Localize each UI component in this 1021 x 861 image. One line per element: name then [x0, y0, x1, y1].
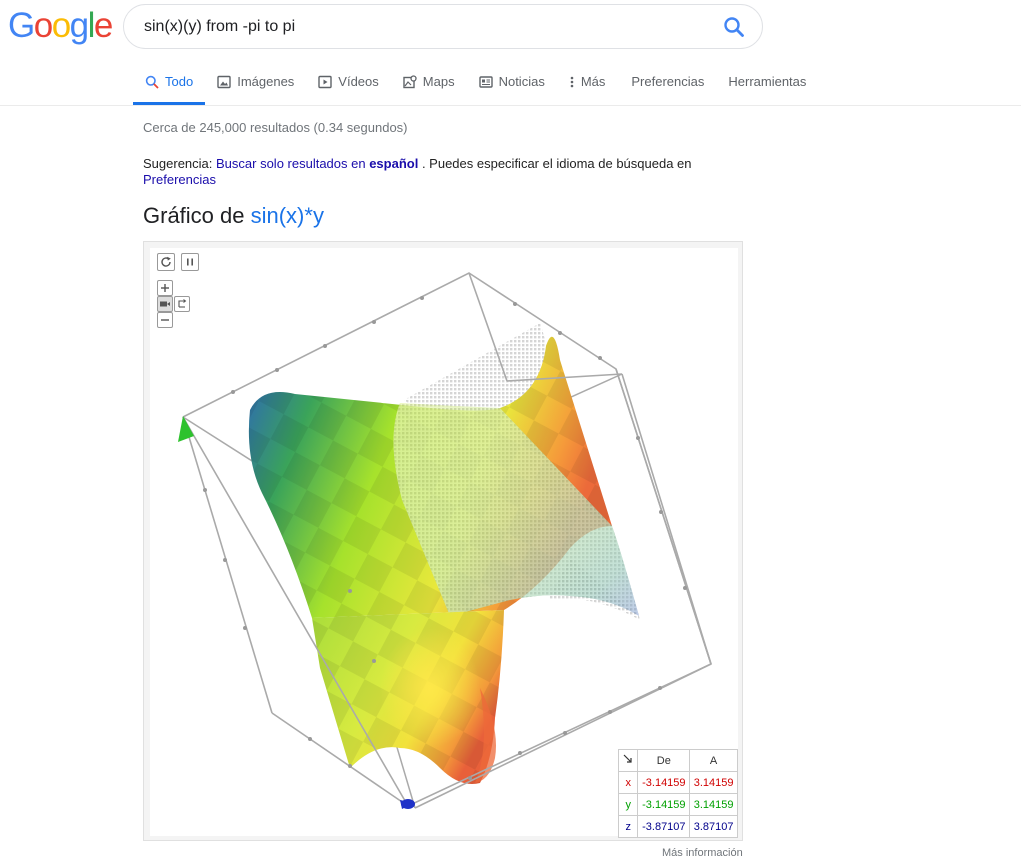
tab-label: Herramientas [728, 74, 807, 89]
pause-icon [187, 258, 193, 266]
tabs-divider [0, 105, 1021, 106]
logo-letter: g [69, 6, 89, 45]
range-to-input[interactable]: 3.14159 [689, 793, 738, 816]
tab-videos[interactable]: Vídeos [306, 58, 390, 105]
header-from: De [637, 749, 691, 772]
tab-preferencias[interactable]: Preferencias [619, 58, 716, 105]
graph-panel: De A x -3.14159 3.14159 y -3.14159 3.141… [143, 241, 743, 841]
reset-view-button[interactable] [157, 253, 175, 271]
more-info-link[interactable]: Más información [662, 847, 743, 859]
range-from-input[interactable]: -3.87107 [637, 815, 691, 838]
arrow-diagonal-icon [623, 754, 632, 763]
logo-letter: o [33, 6, 53, 45]
logo-letter: G [8, 6, 35, 45]
tab-noticias[interactable]: Noticias [467, 58, 557, 105]
zoom-out-button[interactable] [157, 312, 173, 328]
tab-label: Todo [165, 74, 194, 89]
search-tabs: Todo Imágenes Vídeos Maps Noticias [133, 58, 818, 105]
range-var: x [617, 771, 639, 794]
move-icon [178, 299, 187, 308]
suggestion-lang: español [369, 156, 419, 171]
rotate-mode-button[interactable] [174, 296, 190, 312]
tab-todo[interactable]: Todo [133, 58, 206, 105]
surface-plot[interactable] [150, 248, 738, 836]
range-from-input[interactable]: -3.14159 [637, 771, 691, 794]
spanish-results-link[interactable]: Buscar solo resultados en español [216, 156, 418, 171]
graph-3d-canvas[interactable]: De A x -3.14159 3.14159 y -3.14159 3.141… [150, 248, 738, 838]
range-var: y [617, 793, 639, 816]
tab-label: Más [580, 74, 606, 89]
range-row-x: x -3.14159 3.14159 [617, 771, 738, 794]
plus-icon [161, 284, 169, 292]
range-from-input[interactable]: -3.14159 [637, 793, 691, 816]
map-icon [403, 74, 417, 88]
tab-mas[interactable]: Más [557, 58, 618, 105]
tab-maps[interactable]: Maps [391, 58, 467, 105]
graph-title-prefix: Gráfico de [143, 203, 251, 228]
camera-icon [160, 301, 170, 307]
range-table: De A x -3.14159 3.14159 y -3.14159 3.141… [617, 749, 738, 838]
search-box [123, 4, 763, 49]
range-table-header: De A [617, 749, 738, 772]
range-to-input[interactable]: 3.14159 [689, 771, 738, 794]
range-to-input[interactable]: 3.87107 [689, 815, 738, 838]
refresh-icon [161, 256, 171, 267]
y-axis-arrow [178, 416, 194, 442]
tab-label: Vídeos [338, 74, 379, 89]
range-var: z [617, 815, 639, 838]
logo-letter: o [51, 6, 71, 45]
graph-function: sin(x)*y [250, 203, 324, 228]
header-to: A [689, 749, 738, 772]
logo-letter: l [87, 6, 96, 45]
suggestion-prefix: Sugerencia: [143, 156, 216, 171]
tab-herramientas[interactable]: Herramientas [716, 58, 818, 105]
logo-letter: e [93, 6, 113, 45]
range-row-z: z -3.87107 3.87107 [617, 815, 738, 838]
suggestion-mid: . Puedes especificar el idioma de búsque… [418, 156, 692, 171]
search-icon [724, 17, 744, 37]
graph-title: Gráfico de sin(x)*y [143, 203, 324, 229]
range-row-y: y -3.14159 3.14159 [617, 793, 738, 816]
zoom-in-button[interactable] [157, 280, 173, 296]
search-input[interactable] [144, 5, 704, 48]
range-table-corner[interactable] [617, 749, 639, 772]
search-button[interactable] [722, 15, 746, 39]
camera-mode-button[interactable] [157, 296, 173, 312]
google-logo[interactable]: Google [8, 6, 113, 46]
video-icon [318, 75, 332, 88]
image-icon [217, 75, 231, 88]
result-stats: Cerca de 245,000 resultados (0.34 segund… [143, 120, 408, 135]
tab-imagenes[interactable]: Imágenes [205, 58, 306, 105]
tab-label: Preferencias [631, 74, 705, 89]
preferences-link[interactable]: Preferencias [143, 172, 216, 187]
more-vert-icon [570, 76, 574, 87]
tab-label: Maps [422, 74, 455, 89]
language-suggestion: Sugerencia: Buscar solo resultados en es… [143, 156, 723, 188]
tab-label: Imágenes [237, 74, 295, 89]
news-icon [478, 75, 493, 88]
suggestion-link-text: Buscar solo resultados en [216, 156, 370, 171]
axis-ticks [203, 296, 687, 780]
minus-icon [161, 319, 169, 321]
pause-button[interactable] [181, 253, 199, 271]
tab-label: Noticias [498, 74, 545, 89]
search-icon [145, 75, 159, 89]
